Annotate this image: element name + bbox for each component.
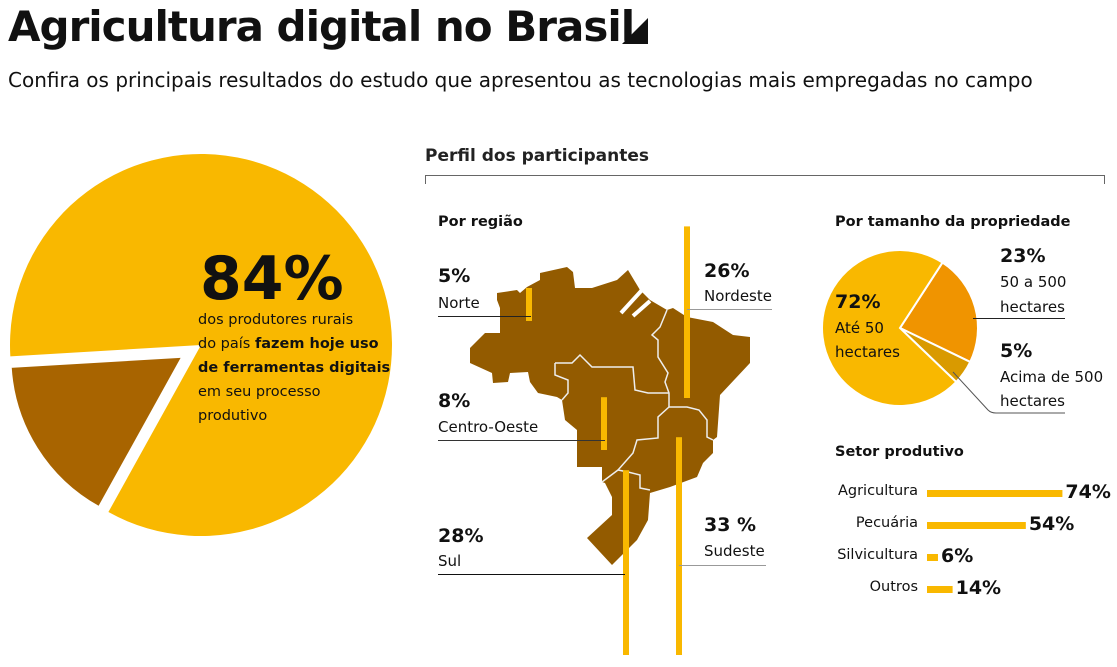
ate50-value: 72% (835, 291, 881, 313)
sector-bars (927, 490, 1063, 593)
leader-line (687, 309, 772, 310)
pie-slice-ate-50 (821, 249, 958, 407)
page-subtitle: Confira os principais resultados do estu… (8, 68, 1033, 92)
sector-value: 6% (940, 545, 974, 567)
ate50-label-1: Até 50 (835, 319, 884, 337)
property-title: Por tamanho da propriedade (835, 214, 1071, 230)
leader-line-acima-500 (952, 371, 1065, 414)
sector-bar (927, 554, 938, 561)
region-bar-sul (623, 470, 629, 655)
sector-bar (927, 586, 953, 593)
desc-line: do país (198, 336, 255, 352)
triangle-icon (622, 18, 648, 44)
50a500-value: 23% (1000, 245, 1046, 267)
sector-title: Setor produtivo (835, 444, 964, 460)
desc-line: dos produtores rurais (198, 312, 354, 328)
leader-line (973, 318, 1065, 319)
pie-slice-non-digital (9, 355, 184, 509)
main-description: dos produtores rurais do país fazem hoje… (198, 308, 398, 428)
acima500-value: 5% (1000, 340, 1033, 362)
sector-label: Pecuária (855, 515, 918, 531)
brazil-map (470, 267, 750, 565)
50a500-label-2: hectares (1000, 298, 1065, 316)
acima500-label-2: hectares (1000, 392, 1065, 410)
region-bar-sudeste (676, 437, 682, 655)
nordeste-value: 26% (704, 260, 750, 282)
sector-label: Agricultura (837, 483, 918, 499)
norte-value: 5% (438, 265, 471, 287)
sector-bar (927, 490, 1063, 497)
desc-bold: de ferramentas digitais (198, 360, 391, 376)
sudeste-value: 33 % (704, 514, 757, 536)
sul-value: 28% (438, 525, 484, 547)
page-title: Agricultura digital no Brasil (8, 2, 635, 51)
leader-line (679, 565, 766, 566)
region-bars (526, 226, 690, 655)
norte-label: Norte (438, 294, 480, 312)
region-bar-norte (526, 288, 532, 321)
sector-value: 54% (1028, 513, 1075, 535)
leader-line (438, 440, 605, 441)
region-borders (554, 288, 714, 491)
section-bracket (425, 175, 1105, 184)
sector-value: 14% (955, 577, 1002, 599)
region-bar-centro-oeste (601, 397, 607, 450)
sector-bar (927, 522, 1026, 529)
region-title: Por região (438, 214, 523, 230)
ate50-label-2: hectares (835, 343, 900, 361)
leader-line (438, 316, 531, 317)
sector-label: Outros (869, 579, 918, 595)
leader-line (438, 574, 625, 575)
main-percentage: 84% (200, 244, 344, 314)
desc-line: em seu processo (198, 384, 321, 400)
50a500-label-1: 50 a 500 (1000, 273, 1067, 291)
sudeste-label: Sudeste (704, 542, 765, 560)
property-size-pie (821, 249, 979, 407)
sector-label: Silvicultura (837, 547, 918, 563)
section-title: Perfil dos participantes (425, 146, 650, 166)
desc-line: produtivo (198, 408, 268, 424)
region-bar-nordeste (684, 226, 690, 398)
acima500-label-1: Acima de 500 (1000, 368, 1104, 386)
desc-bold: fazem hoje uso (254, 336, 379, 352)
centro-oeste-value: 8% (438, 390, 471, 412)
nordeste-label: Nordeste (704, 287, 772, 305)
sul-label: Sul (438, 552, 462, 570)
sector-value: 74% (1065, 481, 1111, 503)
centro-oeste-label: Centro-Oeste (438, 418, 539, 436)
pie-slice-digital (10, 153, 393, 537)
main-pie (9, 153, 393, 537)
